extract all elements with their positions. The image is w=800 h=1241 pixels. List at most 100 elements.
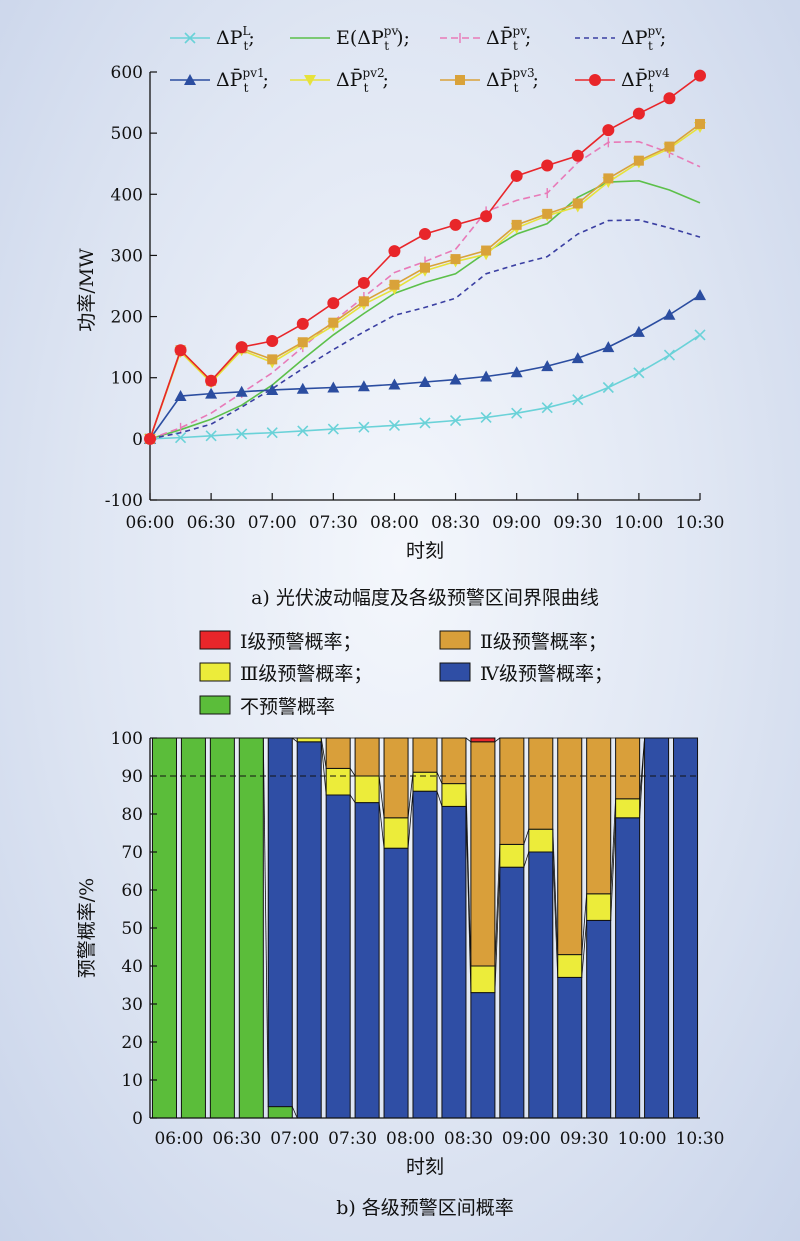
data-point [695,118,705,129]
data-point [388,419,401,431]
line-chart-axes: -100 0 100 200 300 400 500 600 06:00 06:30 07:00 07… [105,63,725,533]
series-7 [145,118,705,444]
bar-segment-2 [296,741,322,1119]
legend-label: Ⅰ级预警概率； [240,631,362,653]
data-point [481,245,492,256]
bar-segment-2 [470,992,496,1119]
series-5 [144,289,706,444]
x-tick-label: 07:00 [270,1129,319,1149]
stack-connector [552,829,559,955]
bar-segment-1 [180,737,206,1119]
line-chart-xlabel: 时刻 [406,540,444,562]
bar-chart-xlabel: 时刻 [406,1156,444,1178]
legend-marker [589,74,601,86]
data-point [663,308,676,320]
data-point [174,390,187,402]
data-point [571,352,584,364]
legend-swatch [199,695,231,715]
data-point [449,414,462,427]
legend-item: ΔP̄pv3 t; [440,66,539,95]
data-point [388,245,401,258]
data-point [266,335,279,348]
bar-segment-2 [673,737,699,1119]
data-point [632,325,645,337]
bar-chart-legend: Ⅰ级预警概率； Ⅱ级预警概率； Ⅲ级预警概率； Ⅳ级预警概率； 不预警概率 [199,630,613,718]
series-8 [144,69,706,445]
bar-segment-1 [267,1106,293,1119]
series-1 [144,329,706,445]
legend-item: ΔP̄pv2 t; [290,66,389,95]
data-point [358,421,370,433]
bar-segment-3 [499,843,525,868]
bar-segment-4 [586,737,612,895]
data-point [480,210,493,223]
series-line [149,219,701,440]
stack-connector [581,920,588,978]
bar-segment-2 [528,851,554,1119]
data-point [694,329,706,341]
bar-segment-3 [528,828,554,853]
y-tick-label: 20 [121,1033,143,1053]
x-tick-label: 06:30 [212,1129,261,1149]
bar-segment-1 [209,737,235,1119]
stack-connector [639,737,645,799]
x-tick-label: 09:30 [553,513,602,533]
data-point [571,149,584,162]
stack-connector [407,772,414,818]
bar-segment-4 [412,737,438,773]
data-point [419,417,431,429]
legend-marker [184,32,196,44]
stack-connector [552,851,559,978]
data-point [541,402,553,414]
bar-segment-2 [354,802,380,1119]
stack-connector [292,737,298,743]
data-point [327,423,339,435]
stack-connector [465,783,472,967]
data-point [542,208,553,219]
legend-item: Ⅲ级预警概率； [199,662,372,685]
stack-connector [610,798,617,894]
y-tick-label: -100 [105,491,143,511]
legend-label: 不预警概率 [240,696,335,718]
bar-segment-3 [296,737,322,743]
stack-connector [465,737,472,743]
data-point [511,407,523,419]
data-point [602,124,615,137]
x-tick-label: 10:00 [614,513,663,533]
x-tick-label: 09:00 [492,513,541,533]
y-tick-label: 500 [111,124,143,144]
x-tick-label: 06:00 [126,513,175,533]
legend-label: ΔPpv t; [621,24,666,53]
line-chart: ΔPL t; E(ΔPpv t); ΔP̄pv t; ΔPpv t ; ΔP̄pv1 t; ΔP̄pv… [76,24,725,609]
data-point [510,366,523,378]
bar-segment-2 [383,847,409,1119]
bar-segment-3 [325,767,351,796]
bar-segment-2 [412,790,438,1119]
series-line [149,140,701,440]
stack-connector [465,806,472,993]
stack-connector [436,772,443,784]
data-point [449,373,462,385]
x-tick-label: 06:30 [187,513,236,533]
data-point [205,374,218,387]
legend-label: ΔP̄pv1 t; [216,66,269,95]
bar-segment-2 [325,794,351,1119]
data-point [541,360,554,372]
data-point [388,378,401,390]
legend-item: Ⅱ级预警概率； [439,630,607,653]
data-point [450,254,461,265]
data-point [267,354,278,365]
bar-chart-bars [151,737,699,1119]
data-point [327,381,340,393]
y-tick-label: 90 [121,767,143,787]
legend-item: ΔPL t; [170,24,255,53]
bar-segment-2 [441,805,467,1119]
x-tick-label: 07:00 [248,513,297,533]
stack-connector [291,1106,298,1119]
data-point [663,349,676,361]
data-point [663,92,676,105]
bar-segment-4 [528,737,554,830]
bar-segment-4 [499,737,525,845]
legend-marker [455,75,465,85]
